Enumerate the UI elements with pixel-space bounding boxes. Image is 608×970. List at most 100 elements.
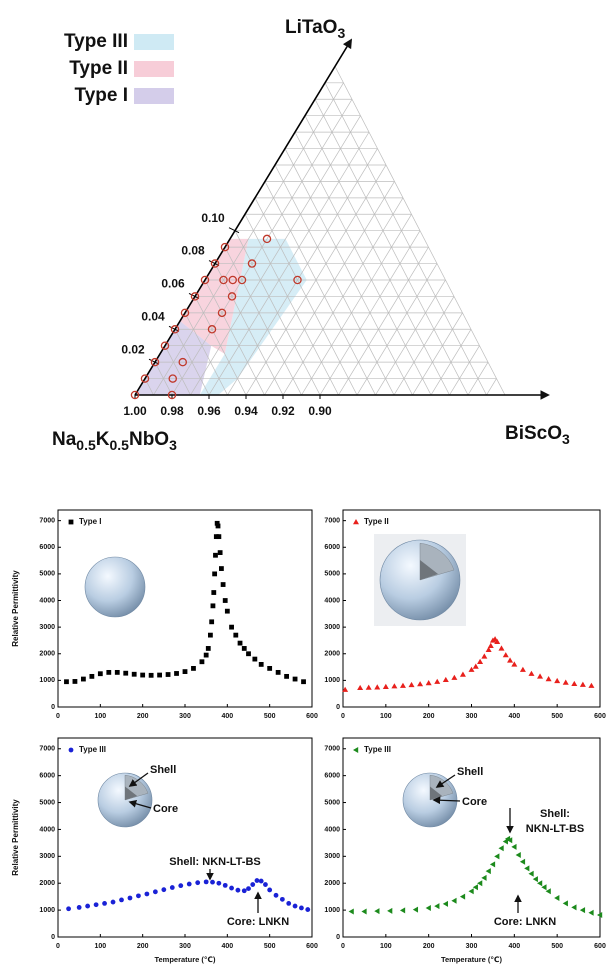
- data-point: [229, 625, 234, 630]
- x-tick-label: 600: [306, 713, 318, 720]
- data-point: [115, 670, 120, 675]
- formula-part: NbO: [129, 429, 169, 450]
- data-point: [170, 885, 175, 890]
- data-point: [218, 550, 223, 555]
- lt-tick-label: 0.02: [121, 342, 145, 356]
- data-point: [209, 619, 214, 624]
- y-tick-label: 7000: [39, 517, 55, 524]
- y-tick-label: 5000: [324, 799, 340, 806]
- x-tick-label: 200: [137, 943, 149, 950]
- y-tick-label: 0: [51, 934, 55, 941]
- data-point: [136, 893, 141, 898]
- annotation: Shell: NKN-LT-BS: [169, 856, 260, 868]
- y-tick-label: 4000: [39, 597, 55, 604]
- x-tick-label: 500: [264, 943, 276, 950]
- y-tick-label: 4000: [324, 597, 340, 604]
- y-tick-label: 0: [51, 704, 55, 711]
- legend-swatch: [134, 88, 174, 104]
- data-point: [200, 659, 205, 664]
- x-tick-label: 200: [423, 943, 435, 950]
- annotation: Core: [462, 796, 487, 808]
- data-point: [119, 897, 124, 902]
- y-tick-label: 7000: [324, 517, 340, 524]
- data-point: [246, 651, 251, 656]
- data-point: [161, 887, 166, 892]
- legend-label: Type III: [364, 745, 391, 754]
- data-point: [106, 670, 111, 675]
- annotation: Core: LNKN: [227, 916, 289, 928]
- y-tick-label: 6000: [39, 544, 55, 551]
- x-axis-label: Temperature (℃): [441, 955, 503, 964]
- legend-label: Type III: [64, 31, 128, 52]
- data-point: [98, 671, 103, 676]
- data-point: [263, 882, 268, 887]
- data-point: [128, 896, 133, 901]
- nkn-tick-label: 0.96: [197, 404, 221, 418]
- x-tick-label: 600: [594, 943, 606, 950]
- data-point: [153, 889, 158, 894]
- data-point: [252, 657, 257, 662]
- subscript: 3: [337, 25, 345, 41]
- x-tick-label: 500: [551, 713, 563, 720]
- x-tick-label: 400: [221, 943, 233, 950]
- data-point: [145, 892, 150, 897]
- data-point: [219, 566, 224, 571]
- data-point: [77, 905, 82, 910]
- data-point: [223, 883, 228, 888]
- x-tick-label: 0: [341, 943, 345, 950]
- y-axis-label: Relative Permittivity: [11, 799, 20, 876]
- data-point: [204, 653, 209, 658]
- plot-frame: [58, 738, 312, 937]
- x-tick-label: 100: [380, 713, 392, 720]
- legend-label: Type III: [79, 745, 106, 754]
- legend-swatch: [134, 61, 174, 77]
- data-point: [246, 886, 251, 891]
- x-tick-label: 300: [179, 943, 191, 950]
- data-point: [85, 904, 90, 909]
- x-tick-label: 300: [179, 713, 191, 720]
- y-tick-label: 2000: [39, 880, 55, 887]
- data-point: [187, 882, 192, 887]
- data-point: [223, 598, 228, 603]
- x-tick-label: 100: [380, 943, 392, 950]
- data-point: [229, 886, 234, 891]
- x-tick-label: 300: [466, 943, 478, 950]
- ternary-grid: [135, 66, 505, 395]
- data-point: [305, 907, 310, 912]
- data-point: [64, 679, 69, 684]
- page: 0.020.040.060.080.101.000.980.960.940.92…: [0, 0, 608, 970]
- data-point: [195, 880, 200, 885]
- nkn-tick-label: 0.94: [234, 404, 258, 418]
- formula-part: K: [96, 429, 110, 450]
- data-point: [233, 633, 238, 638]
- x-tick-label: 0: [56, 943, 60, 950]
- x-tick-label: 400: [508, 713, 520, 720]
- data-point: [149, 673, 154, 678]
- data-point: [216, 881, 221, 886]
- data-point: [299, 906, 304, 911]
- lt-tick-label: 0.08: [181, 244, 205, 258]
- legend-label: Type II: [69, 58, 128, 79]
- nkn-tick-label: 1.00: [123, 404, 147, 418]
- y-tick-label: 7000: [39, 746, 55, 753]
- x-tick-label: 200: [423, 713, 435, 720]
- annotation: Core: LNKN: [494, 916, 556, 928]
- legend-label: Type I: [75, 85, 129, 106]
- formula-part: Na: [52, 429, 77, 450]
- data-point: [225, 609, 230, 614]
- data-point: [267, 666, 272, 671]
- y-tick-label: 5000: [39, 799, 55, 806]
- subscript: 3: [169, 437, 177, 453]
- legend-marker: [69, 748, 74, 753]
- y-tick-label: 0: [336, 704, 340, 711]
- y-axis-label: Relative Permittivity: [11, 570, 20, 647]
- x-tick-label: 0: [56, 713, 60, 720]
- data-point: [293, 677, 298, 682]
- data-point: [123, 671, 128, 676]
- x-tick-label: 100: [94, 943, 106, 950]
- x-tick-label: 400: [221, 713, 233, 720]
- data-point: [210, 880, 215, 885]
- data-point: [191, 666, 196, 671]
- data-point: [267, 888, 272, 893]
- y-tick-label: 4000: [39, 826, 55, 833]
